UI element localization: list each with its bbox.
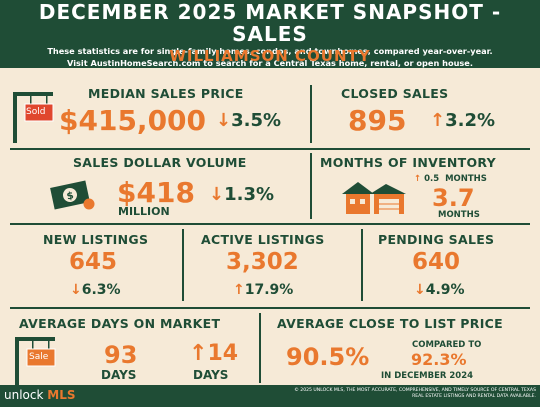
pending-sales-value: 640 xyxy=(412,249,461,275)
active-listings-label: ACTIVE LISTINGS xyxy=(201,232,325,247)
county-title: WILLIAMSON COUNTY xyxy=(169,47,371,65)
page-title: DECEMBER 2025 MARKET SNAPSHOT - SALES xyxy=(38,0,502,46)
new-listings-change: ↓6.3% xyxy=(70,282,121,298)
unlock-mls-logo: unlock MLS xyxy=(4,388,76,402)
average-close-to-list-value: 90.5% xyxy=(286,343,370,371)
row-divider-3 xyxy=(10,307,530,309)
header-banner: DECEMBER 2025 MARKET SNAPSHOT - SALES Th… xyxy=(0,0,540,68)
arrow-up-icon: ↑ xyxy=(189,341,208,366)
divider-row3-b xyxy=(361,229,363,301)
footer-bar: unlock MLS © 2025 UNLOCK MLS, THE MOST A… xyxy=(0,385,540,407)
arrow-down-icon: ↓ xyxy=(209,184,225,205)
divider-row4 xyxy=(259,313,261,383)
days-on-market-change: ↑14 xyxy=(189,341,239,366)
median-sales-price-change: ↓3.5% xyxy=(216,110,282,131)
arrow-up-icon: ↑ xyxy=(414,174,422,184)
divider-row1 xyxy=(310,85,312,143)
average-close-to-list-label: AVERAGE CLOSE TO LIST PRICE xyxy=(277,316,503,331)
inventory-change: ↑ 0.5 MONTHS xyxy=(414,174,487,184)
sold-sign-text: Sold xyxy=(26,107,46,117)
months-of-inventory-label: MONTHS OF INVENTORY xyxy=(320,155,497,170)
sales-dollar-volume-label: SALES DOLLAR VOLUME xyxy=(73,155,247,170)
sale-sign-icon xyxy=(15,337,56,385)
average-days-on-market-unit: DAYS xyxy=(101,368,137,382)
median-sales-price-value: $415,000 xyxy=(59,104,207,137)
svg-text:$: $ xyxy=(66,190,75,202)
days-change-unit: DAYS xyxy=(193,368,229,382)
sold-sign-icon xyxy=(13,92,54,143)
sale-sign-text: Sale xyxy=(29,352,49,362)
compared-value: 92.3% xyxy=(411,350,467,369)
arrow-up-icon: ↑ xyxy=(233,282,245,298)
row-divider-2 xyxy=(10,223,530,225)
legal-notice: © 2025 UNLOCK MLS, THE MOST ACCURATE, CO… xyxy=(294,388,536,399)
arrow-down-icon: ↓ xyxy=(216,110,232,131)
house-icon xyxy=(342,182,406,214)
closed-sales-label: CLOSED SALES xyxy=(341,86,449,101)
active-listings-change: ↑17.9% xyxy=(233,282,294,298)
closed-sales-value: 895 xyxy=(348,104,407,137)
arrow-down-icon: ↓ xyxy=(414,282,426,298)
row-divider-1 xyxy=(10,148,530,150)
divider-row3-a xyxy=(182,229,184,301)
sales-dollar-volume-change: ↓1.3% xyxy=(209,184,275,205)
new-listings-value: 645 xyxy=(69,249,118,275)
compared-period: IN DECEMBER 2024 xyxy=(381,371,474,381)
months-of-inventory-unit: MONTHS xyxy=(438,210,480,220)
arrow-up-icon: ↑ xyxy=(430,110,446,131)
pending-sales-label: PENDING SALES xyxy=(378,232,495,247)
compared-to-label: COMPARED TO xyxy=(412,340,482,350)
median-sales-price-label: MEDIAN SALES PRICE xyxy=(88,86,244,101)
money-icon: $ xyxy=(50,180,95,210)
closed-sales-change: ↑3.2% xyxy=(430,110,496,131)
average-days-on-market-value: 93 xyxy=(104,341,138,369)
sales-dollar-volume-value: $418 xyxy=(117,176,195,209)
sales-dollar-volume-unit: MILLION xyxy=(118,205,170,218)
pending-sales-change: ↓4.9% xyxy=(414,282,465,298)
new-listings-label: NEW LISTINGS xyxy=(43,232,149,247)
arrow-down-icon: ↓ xyxy=(70,282,82,298)
divider-row2 xyxy=(310,153,312,219)
average-days-on-market-label: AVERAGE DAYS ON MARKET xyxy=(19,316,221,331)
months-of-inventory-value: 3.7 xyxy=(432,184,475,212)
subtitle-line-2: Visit AustinHomeSearch.com to search for… xyxy=(67,58,473,68)
active-listings-value: 3,302 xyxy=(226,249,299,275)
subtitle-line-1: These statistics are for single-family h… xyxy=(47,46,493,56)
